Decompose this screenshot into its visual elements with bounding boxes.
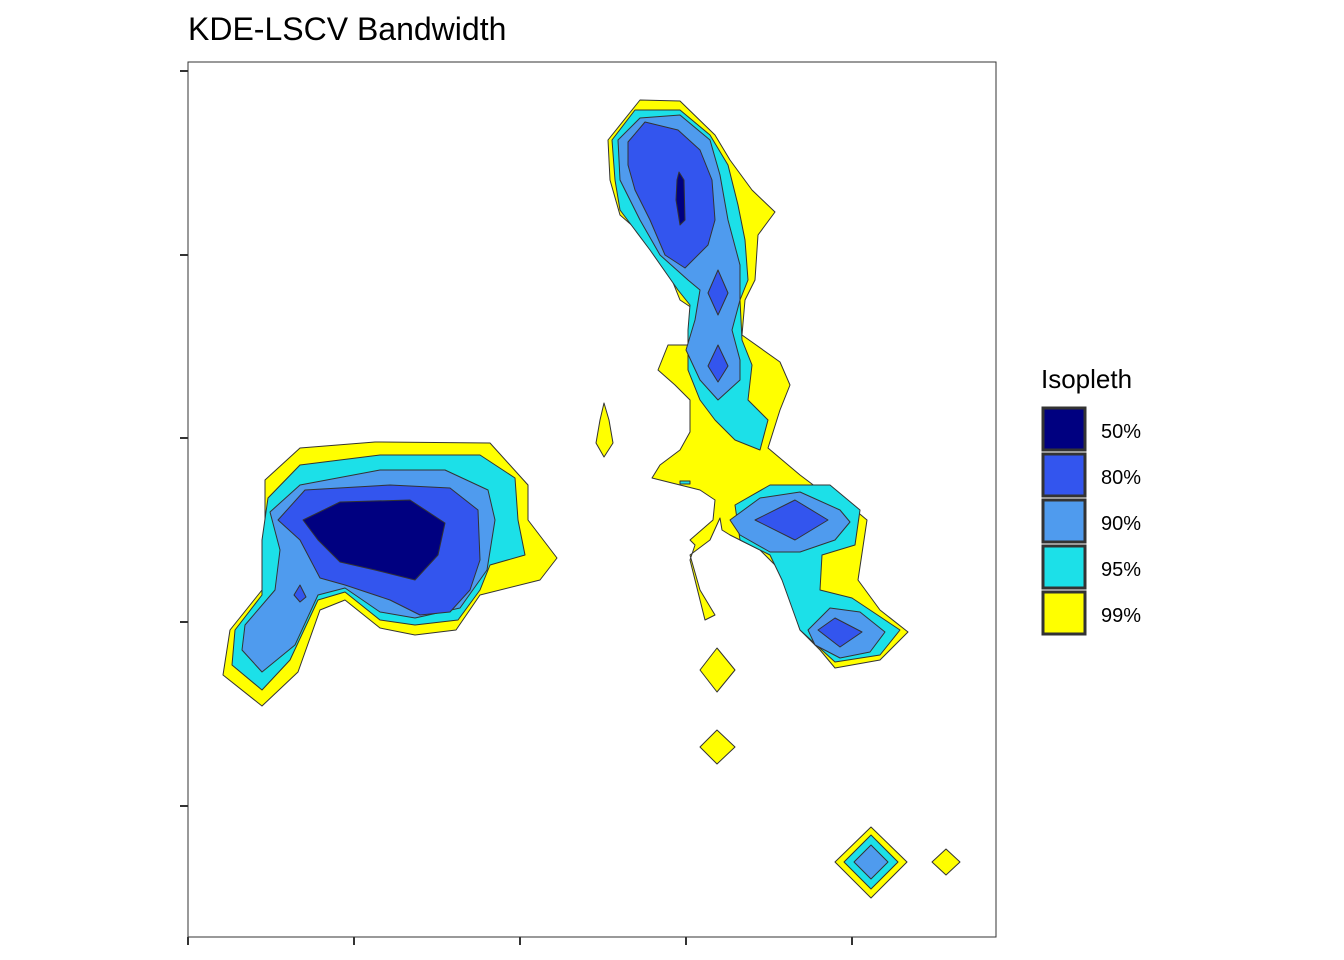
contour-layers <box>222 99 961 899</box>
contour-level-50 <box>302 171 686 581</box>
contour-80-upper-right-blob <box>627 121 716 269</box>
legend-label: 99% <box>1101 605 1141 627</box>
contour-80-upper-right-diamond-2 <box>707 344 729 383</box>
legend-swatch <box>1041 406 1087 452</box>
legend-item: 99% <box>1041 590 1141 636</box>
legend-label: 95% <box>1101 559 1141 581</box>
contour-99-diamond-1 <box>699 647 736 693</box>
legend-item: 90% <box>1041 498 1141 544</box>
legend-label: 50% <box>1101 421 1141 443</box>
contour-50-left-core <box>302 499 446 581</box>
contour-80-lower-right-ellipse <box>754 499 829 541</box>
x-axis <box>187 937 853 945</box>
legend-item: 95% <box>1041 544 1141 590</box>
contour-95-small-dash <box>679 480 691 485</box>
legend-swatch <box>1041 590 1087 636</box>
legend-title: Isopleth <box>1041 364 1132 394</box>
contour-80-left-small <box>293 584 307 603</box>
legend-item: 50% <box>1041 406 1141 452</box>
contour-50-upper-right-core <box>675 171 686 226</box>
contour-80-lower-right-small <box>817 617 863 648</box>
contour-99-diamond-2 <box>699 729 736 765</box>
legend: Isopleth 50% 80% 90% 95% 99% <box>1041 364 1141 636</box>
y-axis <box>180 70 188 807</box>
contour-99-diamond-4 <box>931 848 961 876</box>
chart-title: KDE-LSCV Bandwidth <box>188 11 506 47</box>
contour-90-diamond <box>853 844 889 880</box>
legend-swatch <box>1041 452 1087 498</box>
legend-swatch <box>1041 544 1087 590</box>
contour-80-upper-right-diamond-1 <box>707 269 729 316</box>
legend-item: 80% <box>1041 452 1141 498</box>
contour-99-spike <box>595 402 614 458</box>
legend-swatch <box>1041 498 1087 544</box>
legend-label: 90% <box>1101 513 1141 535</box>
legend-label: 80% <box>1101 467 1141 489</box>
